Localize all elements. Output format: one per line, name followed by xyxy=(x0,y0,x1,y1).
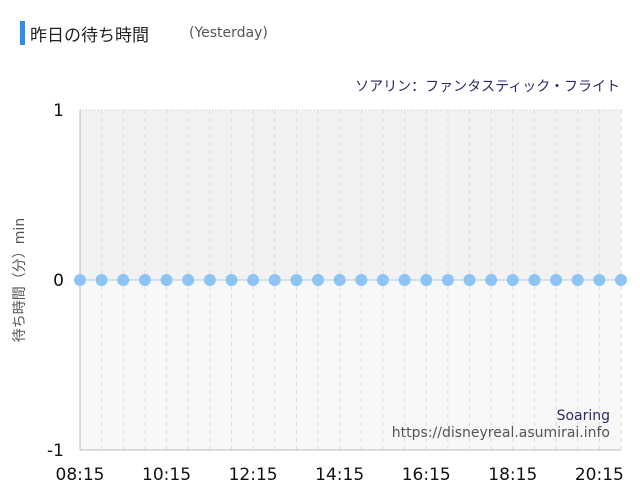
x-tick-label: 14:15 xyxy=(315,465,364,485)
data-point xyxy=(463,274,476,286)
data-point xyxy=(398,274,411,286)
data-point xyxy=(528,274,541,286)
data-point xyxy=(506,274,519,286)
data-point xyxy=(290,274,303,286)
data-point xyxy=(376,274,389,286)
watermark-url: https://disneyreal.asumirai.info xyxy=(392,425,610,441)
data-point xyxy=(420,274,433,286)
data-point xyxy=(485,274,498,286)
chart-title: ソアリン：ファンタスティック・フライト xyxy=(355,79,620,95)
data-point xyxy=(95,274,108,286)
chart-header: 昨日の待ち時間 (Yesterday) xyxy=(20,20,268,46)
header-subtitle: (Yesterday) xyxy=(189,25,268,41)
x-tick-label: 20:15 xyxy=(575,465,624,485)
header-title: 昨日の待ち時間 xyxy=(30,25,149,46)
y-tick-label: 0 xyxy=(53,271,64,291)
y-tick-labels: 1 0 -1 xyxy=(47,101,64,461)
y-tick-label: 1 xyxy=(53,101,64,121)
data-point xyxy=(333,274,346,286)
data-point xyxy=(593,274,606,286)
x-tick-labels: 08:15 10:15 12:15 14:15 16:15 18:15 20:15 xyxy=(56,465,624,485)
plot-upper-band xyxy=(80,110,621,280)
data-point xyxy=(117,274,130,286)
x-tick-label: 18:15 xyxy=(488,465,537,485)
x-tick-label: 16:15 xyxy=(402,465,451,485)
data-point xyxy=(355,274,368,286)
data-point xyxy=(441,274,454,286)
x-tick-label: 12:15 xyxy=(229,465,278,485)
y-axis-label: 待ち時間（分）min xyxy=(12,218,28,342)
y-tick-label: -1 xyxy=(47,441,64,461)
watermark-name: Soaring xyxy=(557,408,610,424)
data-point xyxy=(247,274,260,286)
data-point xyxy=(203,274,216,286)
data-point xyxy=(268,274,281,286)
data-point xyxy=(312,274,325,286)
data-point xyxy=(225,274,238,286)
data-point xyxy=(160,274,173,286)
data-points xyxy=(74,274,627,286)
data-point xyxy=(138,274,151,286)
header-accent-bar xyxy=(20,21,25,45)
plot-lower-band xyxy=(80,280,621,450)
data-point xyxy=(182,274,195,286)
x-tick-label: 10:15 xyxy=(142,465,191,485)
data-point xyxy=(550,274,563,286)
data-point xyxy=(74,274,86,286)
x-tick-label: 08:15 xyxy=(56,465,105,485)
data-point xyxy=(571,274,584,286)
data-point xyxy=(615,274,627,286)
